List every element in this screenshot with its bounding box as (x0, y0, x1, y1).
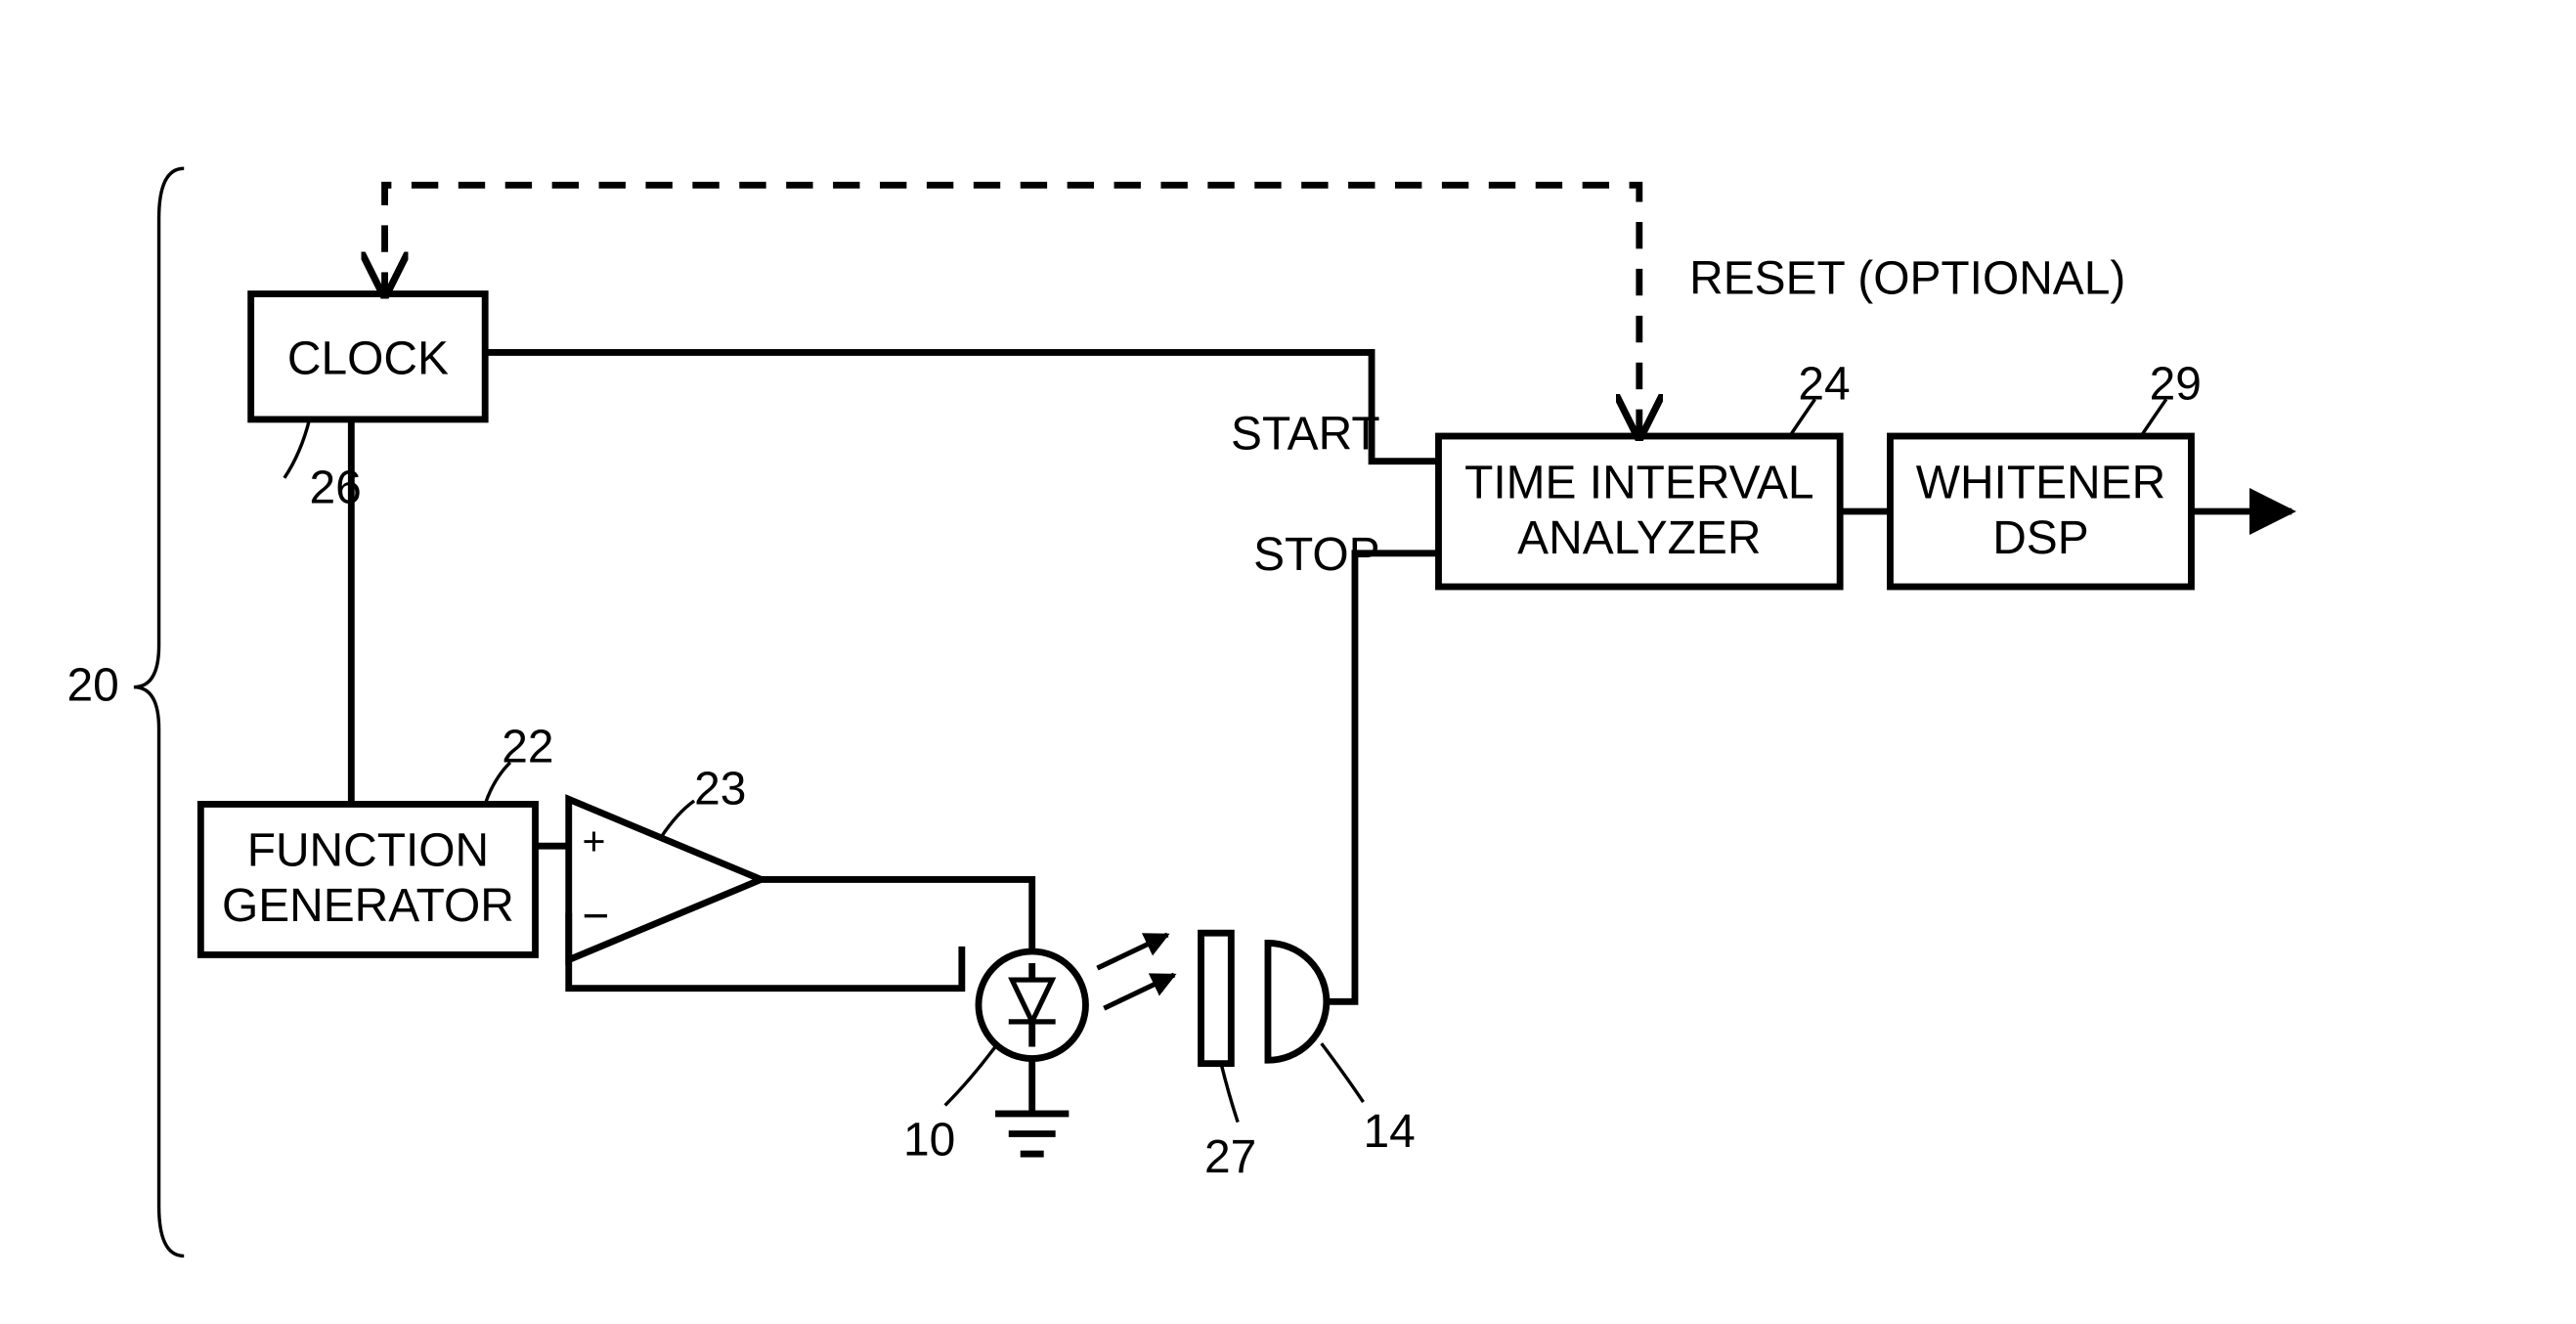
function-generator-block: FUNCTION GENERATOR (200, 804, 535, 954)
reset-label: RESET (OPTIONAL) (1689, 253, 2125, 305)
clock-label: CLOCK (287, 333, 449, 385)
dsp-label-2: DSP (1992, 512, 2088, 564)
svg-text:−: − (582, 890, 609, 942)
ref-14: 14 (1363, 1106, 1415, 1158)
start-label: START (1231, 409, 1380, 461)
wire-opamp-led (762, 879, 1032, 951)
ref-10: 10 (903, 1115, 955, 1167)
ref-24: 24 (1798, 358, 1850, 410)
system-brace: 20 (66, 168, 184, 1256)
emitter-symbol (979, 951, 1086, 1154)
funcgen-label-2: GENERATOR (222, 880, 514, 932)
wire-detector-stop (1327, 553, 1439, 1002)
ref-23: 23 (694, 763, 746, 815)
tia-label-2: ANALYZER (1517, 512, 1761, 564)
clock-block: CLOCK (251, 294, 486, 419)
ref-22: 22 (502, 722, 553, 773)
stop-label: STOP (1253, 529, 1380, 581)
ref-27: 27 (1204, 1131, 1256, 1183)
dsp-label-1: WHITENER (1916, 457, 2165, 508)
time-interval-analyzer-block: TIME INTERVAL ANALYZER (1438, 436, 1840, 587)
optical-filter-symbol (1201, 933, 1232, 1063)
svg-text:+: + (582, 818, 605, 863)
emission-arrows-icon (1097, 935, 1174, 1008)
ref-29: 29 (2150, 358, 2202, 410)
ref-20: 20 (66, 659, 118, 711)
diagram-canvas: 20 CLOCK 26 FUNCTION GENERATOR 22 + − 23… (0, 0, 2576, 1324)
detector-symbol (1268, 943, 1327, 1060)
wire-reset-dashed (385, 185, 1639, 436)
opamp-symbol: + − (569, 799, 762, 959)
funcgen-label-1: FUNCTION (247, 825, 489, 877)
whitener-dsp-block: WHITENER DSP (1890, 436, 2191, 587)
tia-label-1: TIME INTERVAL (1464, 457, 1813, 508)
